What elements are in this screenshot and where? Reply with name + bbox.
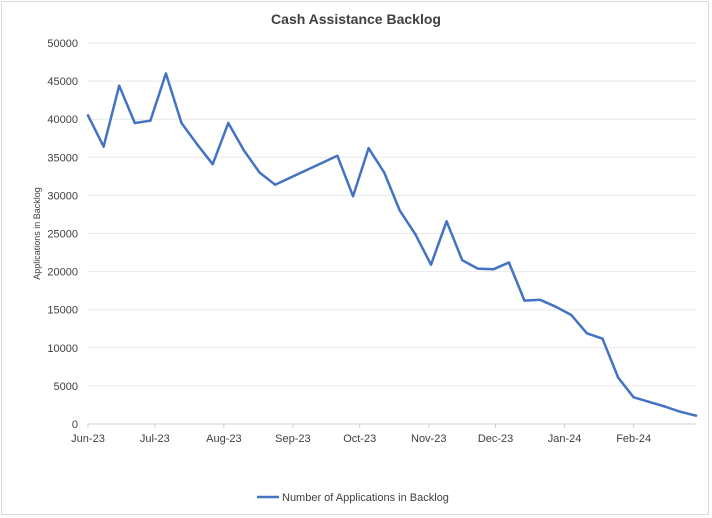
x-tick-label: Nov-23	[411, 433, 446, 445]
data-point	[694, 414, 698, 417]
data-point	[211, 162, 214, 166]
data-point	[679, 410, 682, 414]
x-tick-label: Sep-23	[275, 433, 310, 445]
data-point	[554, 305, 557, 308]
data-point	[601, 337, 604, 340]
data-point	[460, 258, 464, 262]
series-group	[86, 72, 698, 417]
data-point	[86, 114, 90, 117]
data-point	[538, 298, 542, 301]
y-tick-label: 35000	[47, 152, 78, 164]
x-tick-label: Dec-23	[478, 433, 513, 445]
data-point	[398, 209, 401, 212]
y-tick-label: 5000	[54, 381, 78, 393]
data-point	[476, 267, 479, 270]
data-point	[180, 121, 183, 125]
data-point	[663, 405, 667, 408]
data-point	[258, 171, 261, 174]
y-tick-label: 0	[72, 419, 78, 431]
chart-title: Cash Assistance Backlog	[271, 11, 441, 27]
y-tick-label: 25000	[47, 229, 78, 241]
data-point	[195, 143, 199, 146]
x-tick-label: Oct-23	[343, 433, 376, 445]
series-line	[86, 72, 698, 417]
legend: Number of Applications in Backlog	[257, 492, 449, 504]
data-point	[336, 154, 339, 157]
x-axis-ticks: Jun-23 Jul-23 Aug-23 Sep-23 Oct-23 Nov-23 Dec-…	[71, 424, 651, 445]
data-point	[492, 268, 495, 271]
y-tick-label: 15000	[47, 305, 78, 317]
data-point	[648, 400, 651, 404]
data-point	[616, 376, 620, 379]
data-point	[242, 149, 246, 152]
data-point	[414, 233, 417, 236]
data-point	[445, 220, 448, 223]
y-tick-label: 10000	[47, 343, 78, 355]
data-point	[367, 146, 370, 150]
y-axis-label: Applications in Backlog	[32, 187, 42, 280]
y-tick-label: 45000	[47, 76, 78, 88]
y-axis-ticks: 0 5000 10000 15000 20000 25000 30000 35000 40000…	[47, 38, 78, 431]
data-point	[523, 299, 526, 302]
data-point	[164, 72, 168, 75]
data-point	[117, 84, 121, 87]
data-point	[133, 121, 136, 125]
legend-label: Number of Applications in Backlog	[282, 492, 449, 504]
x-tick-label: Jan-24	[548, 433, 582, 445]
data-point	[570, 313, 573, 317]
data-point	[507, 261, 511, 264]
y-tick-label: 20000	[47, 267, 78, 279]
y-tick-label: 50000	[47, 38, 78, 50]
data-point	[585, 332, 589, 335]
data-point	[227, 121, 230, 125]
x-tick-label: Jul-23	[140, 433, 170, 445]
gridlines	[88, 42, 696, 387]
x-tick-label: Aug-23	[206, 433, 241, 445]
data-point	[102, 145, 105, 148]
x-tick-label: Feb-24	[616, 433, 651, 445]
data-point	[351, 194, 355, 198]
data-point	[632, 396, 635, 399]
data-point	[149, 119, 152, 122]
y-tick-label: 40000	[47, 114, 78, 126]
data-point	[273, 183, 277, 186]
y-tick-label: 30000	[47, 190, 78, 202]
data-point	[429, 263, 433, 266]
data-point	[383, 171, 386, 174]
x-tick-label: Jun-23	[71, 433, 105, 445]
